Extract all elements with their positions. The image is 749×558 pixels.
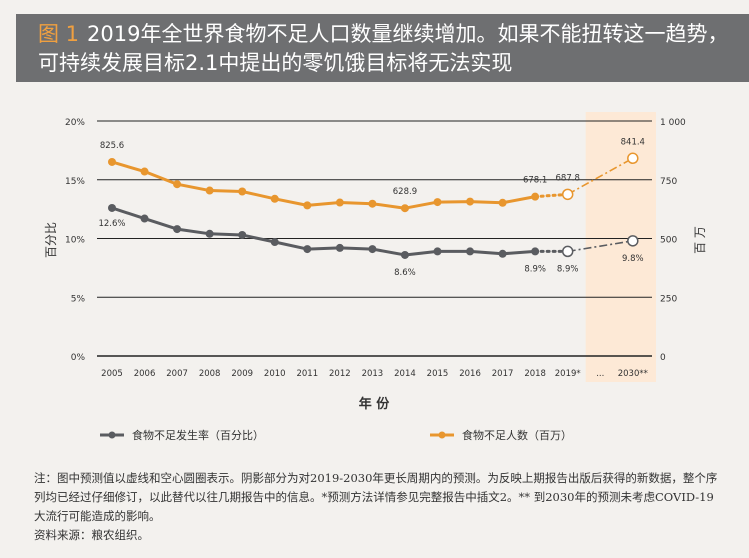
x-tick-label: 2011 xyxy=(296,369,318,379)
data-label: 8.6% xyxy=(394,268,416,278)
x-tick-label: 2009 xyxy=(231,369,253,379)
data-label: 628.9 xyxy=(393,187,417,197)
data-point xyxy=(466,247,475,256)
left-tick-label: 15% xyxy=(65,177,85,187)
data-point xyxy=(531,247,540,256)
left-tick-label: 5% xyxy=(71,294,86,304)
data-label: 12.6% xyxy=(98,219,125,229)
legend-label: 食物不足人数（百万） xyxy=(462,428,572,442)
projected-point xyxy=(627,152,639,165)
data-point xyxy=(108,157,116,166)
projection-line-dashdot xyxy=(567,157,634,196)
data-point xyxy=(368,199,377,208)
left-tick-label: 20% xyxy=(65,118,85,128)
x-tick-label: 2006 xyxy=(134,369,156,379)
data-point xyxy=(400,204,409,213)
data-point xyxy=(531,192,540,201)
legend-marker xyxy=(108,431,116,439)
note-text: 注：图中预测值以虚线和空心圆圈表示。阴影部分为对2019-2030年更长周期内的… xyxy=(34,471,718,523)
x-tick-label: ... xyxy=(596,369,604,379)
data-point xyxy=(173,225,182,234)
right-axis-title: 百 万 xyxy=(693,226,707,254)
data-point xyxy=(433,247,442,256)
x-tick-label: 2019* xyxy=(555,369,581,379)
data-label: 8.9% xyxy=(557,264,579,274)
projected-point xyxy=(561,245,574,258)
x-tick-label: 2030** xyxy=(618,369,648,379)
x-tick-label: 2013 xyxy=(362,369,384,379)
right-tick-label: 750 xyxy=(660,177,677,187)
data-point xyxy=(238,187,247,196)
x-axis-title: 年 份 xyxy=(359,396,391,412)
x-tick-label: 2015 xyxy=(427,369,449,379)
figure-label: 图 1 xyxy=(38,22,80,46)
x-tick-label: 2012 xyxy=(329,369,351,379)
x-tick-label: 2010 xyxy=(264,369,286,379)
x-tick-label: 2005 xyxy=(101,369,123,379)
legend-marker xyxy=(438,431,446,439)
data-point xyxy=(173,180,182,189)
legend-label: 食物不足发生率（百分比） xyxy=(132,428,264,442)
right-tick-label: 500 xyxy=(660,236,677,246)
line-chart: 0% 0 5% 250 10% 500 15% 750 20% 1 000 2005 2006 2007… xyxy=(44,112,707,442)
data-label: 687.8 xyxy=(556,173,580,183)
projected-point xyxy=(561,188,574,201)
data-point xyxy=(108,203,116,212)
data-point xyxy=(140,214,149,223)
data-label: 825.6 xyxy=(100,141,124,151)
series-line xyxy=(111,206,536,257)
right-tick-label: 0 xyxy=(660,353,666,363)
x-tick-label: 2014 xyxy=(394,369,416,379)
data-point xyxy=(270,194,279,203)
series-line xyxy=(111,160,536,210)
x-tick-label: 2017 xyxy=(492,369,514,379)
data-point xyxy=(335,243,344,252)
data-point xyxy=(205,186,214,195)
projection-line-dashdot xyxy=(567,240,633,253)
data-point xyxy=(303,201,312,210)
data-label: 8.9% xyxy=(524,264,546,274)
data-point xyxy=(303,245,312,254)
data-point xyxy=(433,198,442,207)
data-point xyxy=(368,245,377,254)
left-axis-title: 百分比 xyxy=(44,222,58,258)
data-point xyxy=(270,238,279,247)
x-tick-label: 2016 xyxy=(459,369,481,379)
right-tick-label: 1 000 xyxy=(660,118,686,128)
data-point xyxy=(205,229,214,238)
data-point xyxy=(238,230,247,239)
data-point xyxy=(466,197,475,206)
x-tick-label: 2018 xyxy=(524,369,546,379)
data-point xyxy=(140,167,149,176)
title-text: 2019年全世界食物不足人口数量继续增加。如果不能扭转这一趋势，可持续发展目标2… xyxy=(38,22,729,75)
chart-title: 图 1 2019年全世界食物不足人口数量继续增加。如果不能扭转这一趋势，可持续发展… xyxy=(38,20,738,78)
footnote: 注：图中预测值以虚线和空心圆圈表示。阴影部分为对2019-2030年更长周期内的… xyxy=(34,469,724,545)
data-point xyxy=(498,249,507,258)
data-point xyxy=(335,198,344,207)
source-text: 资料来源：粮农组织。 xyxy=(34,528,149,542)
data-label: 678.1 xyxy=(523,176,547,186)
title-banner: 图 1 2019年全世界食物不足人口数量继续增加。如果不能扭转这一趋势，可持续发展… xyxy=(16,14,749,82)
left-tick-label: 10% xyxy=(65,236,85,246)
x-tick-label: 2007 xyxy=(166,369,188,379)
left-tick-label: 0% xyxy=(71,353,86,363)
right-tick-label: 250 xyxy=(660,294,677,304)
projection-shading xyxy=(585,112,656,382)
data-label: 9.8% xyxy=(622,254,644,264)
data-label: 841.4 xyxy=(621,137,645,147)
data-point xyxy=(498,198,507,207)
x-tick-label: 2008 xyxy=(199,369,221,379)
projected-point xyxy=(627,235,639,247)
data-point xyxy=(400,250,409,259)
